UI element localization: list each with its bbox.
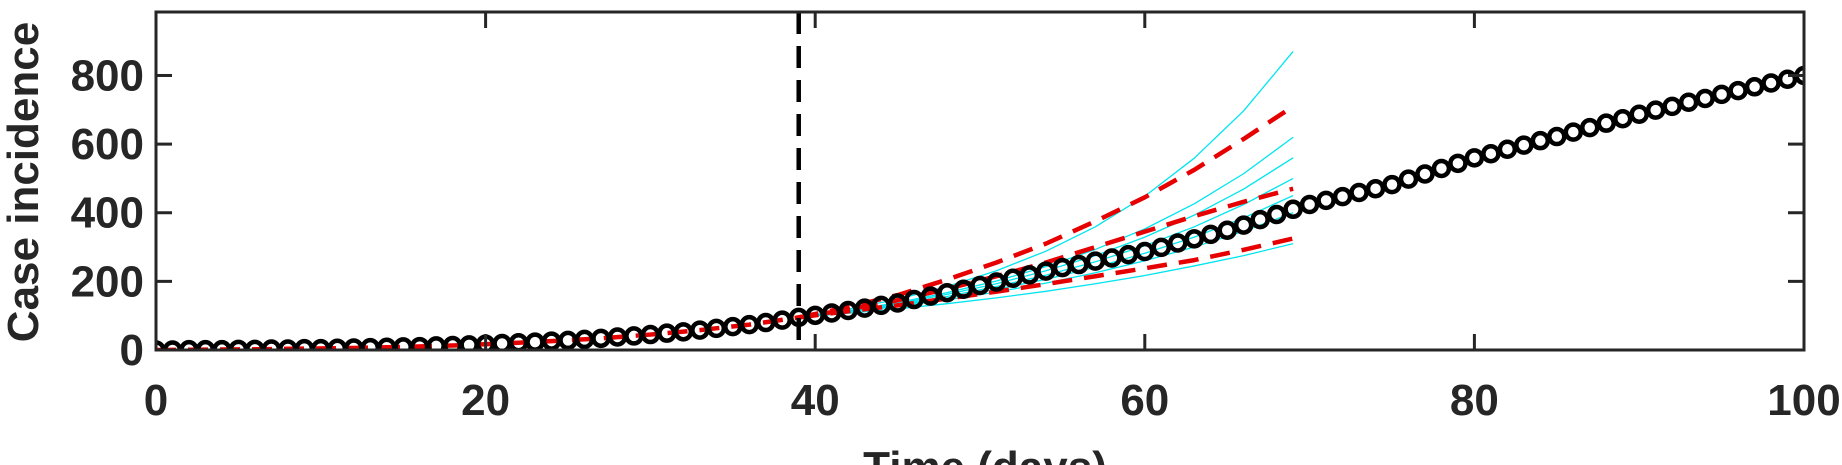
data-point: [1645, 100, 1666, 120]
data-point: [1761, 73, 1781, 93]
data-point: [1135, 241, 1155, 262]
data-point: [1151, 237, 1172, 258]
data-point: [1580, 117, 1600, 138]
axes-frame: [154, 10, 1806, 352]
y-tick-label: 200: [71, 257, 144, 306]
dashed-line: [798, 104, 1295, 320]
data-point: [1349, 182, 1369, 203]
data-point: [1662, 96, 1682, 117]
x-tick-label: 20: [461, 376, 510, 425]
y-tick-label: 600: [71, 120, 144, 169]
data-point: [1102, 248, 1122, 268]
data-point: [986, 272, 1007, 292]
data-point: [1168, 233, 1188, 253]
data-point: [1233, 215, 1254, 235]
data-point: [591, 328, 611, 349]
data-point: [1464, 148, 1485, 168]
data-point: [1332, 186, 1353, 207]
data-point: [1085, 251, 1106, 271]
ensemble-line: [798, 242, 1294, 319]
data-point: [327, 338, 348, 350]
data-point: [162, 340, 183, 350]
data-point: [1612, 108, 1633, 129]
x-tick-label: 0: [144, 376, 168, 425]
data-point: [1299, 194, 1320, 215]
data-point: [1283, 199, 1303, 220]
data-point: [1003, 268, 1023, 289]
data-point: [1217, 220, 1237, 240]
data-point: [1695, 88, 1715, 109]
ensemble-line: [798, 51, 1294, 319]
data-point: [1200, 224, 1221, 245]
data-point: [1266, 204, 1287, 225]
data-point: [1448, 153, 1468, 174]
data-point: [657, 323, 677, 343]
ensemble-line: [798, 177, 1294, 319]
data-point: [1678, 92, 1699, 112]
x-tick-label: 100: [1767, 376, 1840, 425]
data-point: [1728, 80, 1748, 101]
data-point: [1563, 122, 1584, 142]
data-point: [525, 332, 545, 350]
data-point: [1184, 229, 1204, 249]
data-point: [1250, 209, 1270, 230]
data-point: [1398, 169, 1419, 189]
data-point: [1052, 257, 1073, 278]
data-point: [393, 337, 413, 350]
data-point: [1415, 164, 1435, 184]
data-point: [1711, 84, 1732, 105]
dashed-line: [798, 236, 1294, 320]
data-point: [1530, 130, 1551, 151]
data-point: [1514, 135, 1534, 155]
plot-area: [156, 51, 1804, 350]
data-point: [624, 326, 644, 346]
data-point: [1629, 104, 1649, 125]
x-tick-label: 80: [1450, 376, 1499, 425]
data-point: [1365, 178, 1386, 199]
data-point: [1382, 174, 1402, 195]
y-tick-label: 800: [71, 51, 144, 100]
data-point: [1431, 158, 1452, 179]
y-axis-label: Case incidence: [0, 22, 48, 342]
x-tick-label: 40: [791, 376, 840, 425]
data-point: [1547, 126, 1567, 147]
y-tick-label: 400: [71, 189, 144, 238]
y-tick-label: 0: [120, 326, 144, 375]
data-point: [1316, 190, 1336, 211]
data-point: [1118, 244, 1139, 265]
data-point: [1069, 254, 1089, 275]
x-tick-label: 60: [1120, 376, 1169, 425]
data-point: [1497, 139, 1518, 160]
data-point: [1481, 143, 1501, 164]
data-point: [1744, 77, 1765, 97]
data-point: [558, 330, 578, 350]
x-axis-label: Time (days): [863, 443, 1107, 465]
data-point: [1596, 113, 1616, 133]
data-point: [360, 337, 380, 350]
